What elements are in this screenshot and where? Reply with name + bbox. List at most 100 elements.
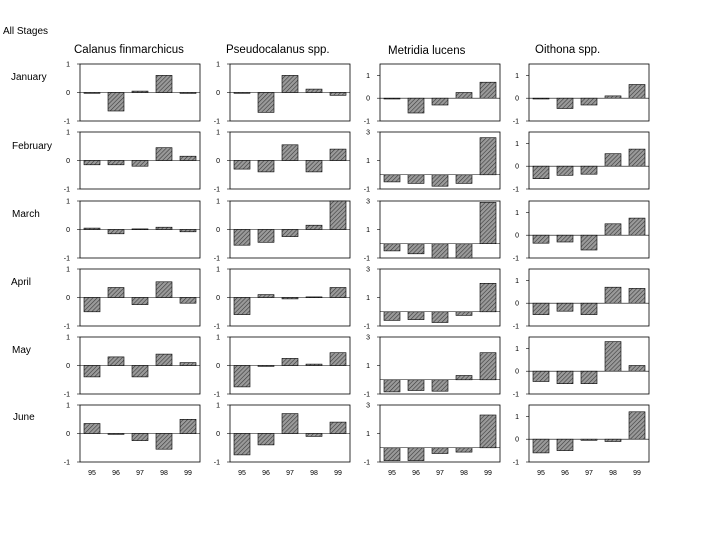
- bar-april-pseudocalanus-spp-99: [329, 287, 347, 298]
- bar-may-calanus-finmarchicus-97: [131, 365, 149, 378]
- panel-frame-june-oithona-spp: [528, 404, 650, 463]
- bar-june-oithona-spp-99: [628, 411, 646, 440]
- y-tick-label: 0: [66, 295, 70, 302]
- y-tick-label: 1: [366, 431, 370, 438]
- bar-january-metridia-lucens-99: [479, 81, 497, 99]
- y-tick-label: 0: [66, 363, 70, 370]
- y-tick-label: 1: [366, 158, 370, 165]
- y-tick-label: 3: [366, 403, 370, 410]
- y-tick-label: 1: [515, 210, 519, 217]
- bar-april-pseudocalanus-spp-96: [257, 294, 275, 298]
- y-tick-label: 1: [66, 199, 70, 206]
- y-tick-label: -1: [364, 460, 370, 467]
- bar-march-oithona-spp-97: [580, 234, 598, 251]
- bar-march-calanus-finmarchicus-98: [155, 226, 173, 230]
- bar-february-calanus-finmarchicus-95: [83, 160, 101, 166]
- y-tick-label: -1: [364, 392, 370, 399]
- y-tick-label: -1: [214, 324, 220, 331]
- bar-june-metridia-lucens-97: [431, 447, 449, 454]
- bar-june-oithona-spp-97: [580, 438, 598, 441]
- y-tick-label: 1: [216, 199, 220, 206]
- bar-april-metridia-lucens-97: [431, 311, 449, 323]
- y-tick-label: 1: [366, 227, 370, 234]
- y-tick-label: 0: [515, 369, 519, 376]
- bar-march-metridia-lucens-95: [383, 243, 401, 252]
- bar-april-calanus-finmarchicus-97: [131, 297, 149, 305]
- y-tick-label: -1: [364, 256, 370, 263]
- bar-may-pseudocalanus-spp-99: [329, 352, 347, 366]
- bar-february-metridia-lucens-96: [407, 174, 425, 184]
- bar-april-oithona-spp-96: [556, 302, 574, 312]
- bar-january-pseudocalanus-spp-99: [329, 92, 347, 96]
- bar-march-metridia-lucens-98: [455, 243, 473, 259]
- y-tick-label: -1: [513, 119, 519, 126]
- y-tick-label: 1: [366, 363, 370, 370]
- bar-april-pseudocalanus-spp-95: [233, 297, 251, 315]
- bar-january-calanus-finmarchicus-97: [131, 90, 149, 93]
- y-tick-label: 0: [216, 363, 220, 370]
- y-tick-label: 0: [216, 90, 220, 97]
- x-tick-label: 96: [262, 470, 270, 477]
- y-tick-label: 1: [366, 295, 370, 302]
- y-tick-label: 3: [366, 199, 370, 206]
- bar-may-pseudocalanus-spp-97: [281, 358, 299, 366]
- bar-april-oithona-spp-99: [628, 288, 646, 304]
- bar-june-oithona-spp-95: [532, 438, 550, 454]
- y-tick-label: 0: [366, 96, 370, 103]
- y-tick-label: -1: [64, 187, 70, 194]
- panel-frame-january-oithona-spp: [528, 63, 650, 122]
- bar-may-metridia-lucens-98: [455, 375, 473, 381]
- bar-january-calanus-finmarchicus-98: [155, 75, 173, 93]
- bar-may-oithona-spp-97: [580, 370, 598, 385]
- bar-april-pseudocalanus-spp-98: [305, 296, 323, 298]
- bar-march-pseudocalanus-spp-99: [329, 200, 347, 230]
- bar-february-pseudocalanus-spp-95: [233, 160, 251, 170]
- panel-frame-may-oithona-spp: [528, 336, 650, 395]
- bar-february-pseudocalanus-spp-97: [281, 144, 299, 161]
- bar-april-metridia-lucens-99: [479, 282, 497, 313]
- y-tick-label: 1: [216, 403, 220, 410]
- bar-january-metridia-lucens-98: [455, 92, 473, 99]
- y-tick-label: -1: [214, 392, 220, 399]
- bar-march-metridia-lucens-96: [407, 243, 425, 255]
- bar-january-calanus-finmarchicus-96: [107, 92, 125, 112]
- bar-may-oithona-spp-98: [604, 341, 622, 372]
- x-tick-label: 99: [334, 470, 342, 477]
- bar-february-metridia-lucens-99: [479, 137, 497, 176]
- bar-june-metridia-lucens-96: [407, 447, 425, 461]
- bar-april-metridia-lucens-96: [407, 311, 425, 320]
- y-tick-label: 1: [515, 141, 519, 148]
- y-tick-label: 1: [66, 267, 70, 274]
- species-title-pseudocalanus: Pseudocalanus spp.: [226, 44, 330, 56]
- bar-january-metridia-lucens-96: [407, 97, 425, 114]
- y-tick-label: -1: [214, 460, 220, 467]
- bar-february-metridia-lucens-98: [455, 174, 473, 184]
- bar-june-oithona-spp-98: [604, 438, 622, 442]
- bar-january-pseudocalanus-spp-96: [257, 92, 275, 113]
- bar-june-pseudocalanus-spp-97: [281, 413, 299, 434]
- y-tick-label: 1: [515, 278, 519, 285]
- y-tick-label: 1: [216, 62, 220, 69]
- y-tick-label: -1: [513, 187, 519, 194]
- month-label-january: January: [11, 72, 47, 83]
- bar-march-oithona-spp-99: [628, 217, 646, 236]
- bar-may-pseudocalanus-spp-98: [305, 363, 323, 366]
- bar-january-metridia-lucens-97: [431, 97, 449, 106]
- bar-may-oithona-spp-95: [532, 370, 550, 382]
- bar-april-calanus-finmarchicus-98: [155, 281, 173, 298]
- bar-april-calanus-finmarchicus-96: [107, 287, 125, 298]
- bar-january-oithona-spp-99: [628, 84, 646, 99]
- bar-june-calanus-finmarchicus-98: [155, 433, 173, 450]
- y-tick-label: 1: [66, 62, 70, 69]
- y-tick-label: 0: [216, 431, 220, 438]
- bar-february-oithona-spp-95: [532, 165, 550, 179]
- panel-frame-february-oithona-spp: [528, 131, 650, 190]
- y-tick-label: 0: [216, 295, 220, 302]
- y-tick-label: -1: [513, 460, 519, 467]
- bar-may-pseudocalanus-spp-96: [257, 365, 275, 367]
- bar-june-pseudocalanus-spp-96: [257, 433, 275, 446]
- bar-february-metridia-lucens-95: [383, 174, 401, 183]
- bar-january-calanus-finmarchicus-95: [83, 92, 101, 94]
- bar-april-oithona-spp-95: [532, 302, 550, 315]
